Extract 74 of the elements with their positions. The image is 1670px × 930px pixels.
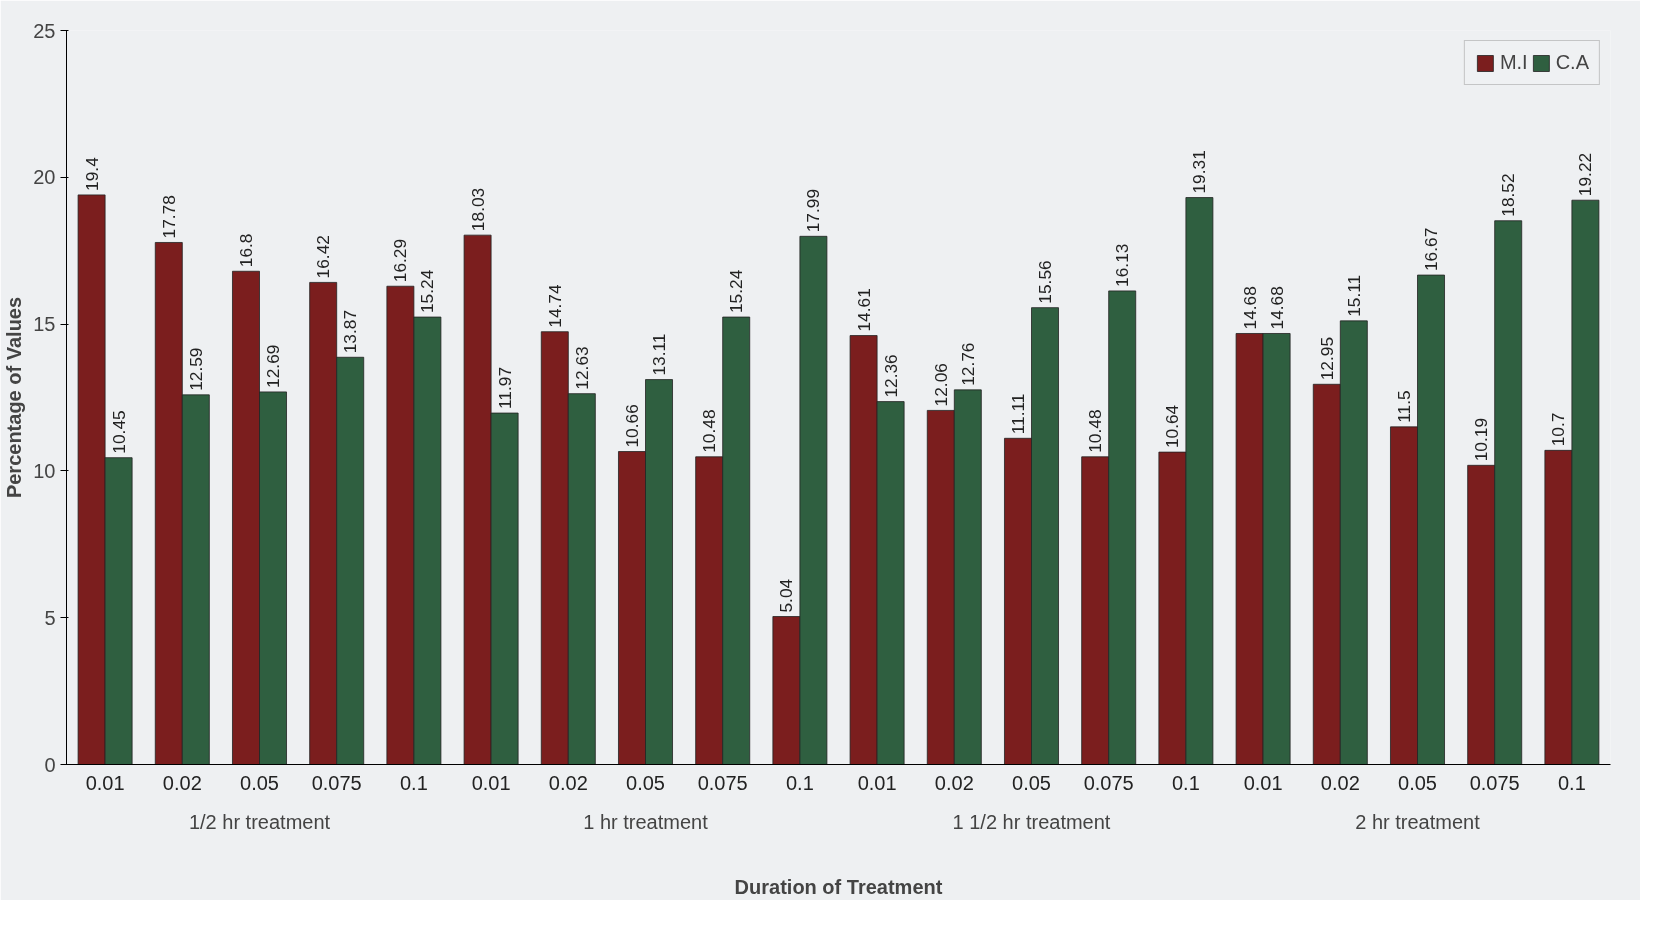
data-label: 12.06 [930,363,951,407]
x-tick-label: 0.1 [1172,771,1200,794]
data-label: 12.63 [571,346,592,390]
legend-label: M.I [1499,51,1528,74]
x-tick-label: 0.02 [162,771,202,794]
data-label: 16.13 [1112,243,1133,287]
y-tick-label: 20 [33,166,56,189]
data-label: 10.64 [1162,404,1183,449]
x-tick-label: 0.05 [1398,771,1437,794]
data-label: 16.29 [390,238,411,283]
x-tick-label: 0.02 [1320,771,1360,794]
x-tick-label: 0.075 [1469,771,1520,794]
x-tick-label: 0.02 [934,771,974,794]
data-label: 11.5 [1393,390,1414,423]
y-tick-label: 5 [44,606,56,629]
x-tick-label: 0.02 [548,771,588,794]
x-tick-label: 0.01 [1243,771,1283,794]
data-label: 18.52 [1498,173,1519,217]
x-axis-title: Duration of Treatment [734,875,943,898]
text: 1/2 hr treatment [188,810,331,833]
data-label: 11.97 [494,366,515,410]
x-tick-label: 0.075 [311,771,362,794]
x-tick-label: 0.01 [85,771,125,794]
y-tick-label: 25 [33,19,56,42]
x-tick-label: 0.05 [240,771,279,794]
data-label: 19.22 [1575,152,1596,197]
data-label: 14.61 [853,288,874,332]
data-label: 12.69 [263,344,284,388]
data-label: 13.87 [340,309,361,354]
text: 1 hr treatment [583,810,709,833]
data-label: 14.68 [1239,286,1260,330]
y-tick-label: 15 [33,313,56,336]
text: 2 hr treatment [1355,810,1481,833]
data-label: 14.74 [544,284,565,328]
data-label: 14.68 [1266,286,1287,330]
data-label: 15.24 [417,269,438,314]
text: 1 1/2 hr treatment [952,810,1111,833]
data-label: 16.8 [235,233,256,268]
data-label: 16.67 [1421,227,1442,272]
x-tick-label: 0.01 [857,771,897,794]
legend-label: C.A [1555,51,1589,74]
data-label: 12.76 [957,342,978,386]
x-tick-label: 0.1 [1558,771,1586,794]
data-label: 13.11 [649,333,670,376]
data-label: 18.03 [467,187,488,232]
data-label: 17.78 [158,195,179,239]
data-label: 19.31 [1189,150,1210,194]
data-label: 5.04 [776,578,797,613]
data-label: 15.24 [726,269,747,314]
data-label: 10.48 [699,409,720,453]
data-label: 19.4 [81,156,102,191]
data-label: 12.36 [880,354,901,398]
data-label: 10.66 [621,404,642,448]
data-label: 12.59 [185,347,206,391]
x-tick-label: 0.05 [1012,771,1051,794]
x-tick-label: 0.1 [400,771,428,794]
x-tick-label: 0.075 [697,771,748,794]
data-label: 15.11 [1343,274,1364,317]
data-label: 11.11 [1007,393,1028,435]
data-label: 15.56 [1035,260,1056,304]
data-label: 16.42 [313,235,334,279]
y-tick-label: 0 [44,753,56,776]
y-tick-label: 10 [33,459,56,482]
data-label: 12.95 [1316,336,1337,381]
data-label: 10.7 [1548,412,1569,447]
data-label: 10.48 [1085,409,1106,453]
data-label: 17.99 [803,188,824,233]
x-tick-label: 0.05 [626,771,665,794]
x-tick-label: 0.01 [471,771,511,794]
data-label: 10.19 [1471,417,1492,462]
x-tick-label: 0.1 [786,771,814,794]
x-tick-label: 0.075 [1083,771,1134,794]
y-axis-title: Percentage of Values [3,296,26,499]
data-label: 10.45 [108,410,129,454]
